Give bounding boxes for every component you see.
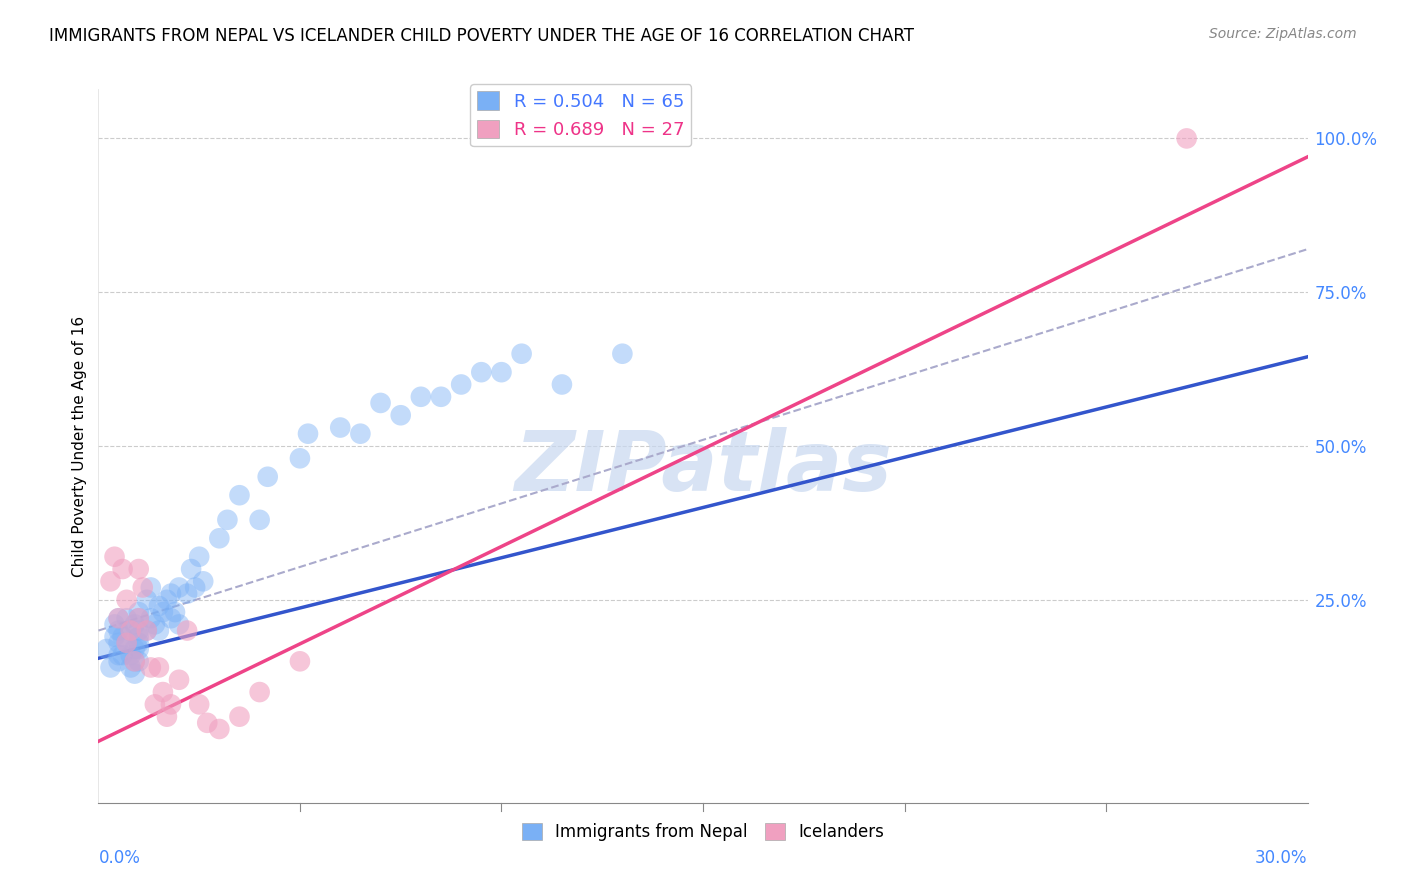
Point	[389, 409, 412, 423]
Point	[124, 617, 146, 632]
Point	[135, 624, 157, 638]
Legend: Immigrants from Nepal, Icelanders: Immigrants from Nepal, Icelanders	[516, 816, 890, 848]
Point	[288, 654, 311, 668]
Point	[100, 660, 122, 674]
Point	[152, 685, 174, 699]
Point	[128, 611, 150, 625]
Point	[103, 630, 125, 644]
Text: 0.0%: 0.0%	[98, 849, 141, 867]
Point	[111, 630, 134, 644]
Point	[135, 624, 157, 638]
Point	[188, 549, 211, 564]
Point	[107, 636, 129, 650]
Point	[103, 617, 125, 632]
Point	[115, 636, 138, 650]
Point	[128, 605, 150, 619]
Point	[124, 654, 146, 668]
Point	[128, 562, 150, 576]
Point	[180, 562, 202, 576]
Point	[297, 426, 319, 441]
Point	[349, 426, 371, 441]
Point	[612, 347, 634, 361]
Point	[128, 624, 150, 638]
Text: IMMIGRANTS FROM NEPAL VS ICELANDER CHILD POVERTY UNDER THE AGE OF 16 CORRELATION: IMMIGRANTS FROM NEPAL VS ICELANDER CHILD…	[49, 27, 914, 45]
Point	[132, 581, 155, 595]
Point	[184, 581, 207, 595]
Point	[139, 581, 162, 595]
Point	[124, 666, 146, 681]
Point	[107, 654, 129, 668]
Point	[128, 636, 150, 650]
Point	[107, 624, 129, 638]
Point	[139, 660, 162, 674]
Point	[148, 660, 170, 674]
Text: 30.0%: 30.0%	[1256, 849, 1308, 867]
Point	[551, 377, 574, 392]
Point	[152, 605, 174, 619]
Point	[124, 642, 146, 657]
Point	[176, 587, 198, 601]
Point	[115, 611, 138, 625]
Point	[217, 513, 239, 527]
Point	[510, 347, 533, 361]
Point	[107, 648, 129, 662]
Point	[128, 654, 150, 668]
Point	[370, 396, 392, 410]
Point	[115, 592, 138, 607]
Point	[107, 611, 129, 625]
Point	[143, 617, 166, 632]
Point	[148, 599, 170, 613]
Point	[329, 420, 352, 434]
Point	[100, 574, 122, 589]
Point	[249, 685, 271, 699]
Point	[167, 617, 190, 632]
Point	[143, 698, 166, 712]
Point	[256, 469, 278, 483]
Point	[228, 709, 250, 723]
Point	[115, 636, 138, 650]
Point	[450, 377, 472, 392]
Point	[111, 648, 134, 662]
Point	[167, 581, 190, 595]
Point	[208, 531, 231, 545]
Point	[409, 390, 432, 404]
Point	[128, 611, 150, 625]
Point	[288, 451, 311, 466]
Point	[124, 654, 146, 668]
Y-axis label: Child Poverty Under the Age of 16: Child Poverty Under the Age of 16	[72, 316, 87, 576]
Point	[128, 642, 150, 657]
Point	[228, 488, 250, 502]
Point	[135, 592, 157, 607]
Point	[96, 642, 118, 657]
Point	[176, 624, 198, 638]
Point	[120, 624, 142, 638]
Point	[167, 673, 190, 687]
Point	[195, 715, 218, 730]
Point	[128, 630, 150, 644]
Point	[107, 611, 129, 625]
Point	[160, 698, 183, 712]
Point	[120, 648, 142, 662]
Point	[163, 605, 186, 619]
Point	[111, 562, 134, 576]
Text: Source: ZipAtlas.com: Source: ZipAtlas.com	[1209, 27, 1357, 41]
Point	[470, 365, 492, 379]
Point	[1175, 131, 1198, 145]
Point	[160, 587, 183, 601]
Point	[139, 611, 162, 625]
Point	[188, 698, 211, 712]
Point	[120, 624, 142, 638]
Text: ZIPatlas: ZIPatlas	[515, 427, 891, 508]
Point	[430, 390, 453, 404]
Point	[103, 549, 125, 564]
Point	[193, 574, 215, 589]
Point	[160, 611, 183, 625]
Point	[249, 513, 271, 527]
Point	[120, 660, 142, 674]
Point	[148, 624, 170, 638]
Point	[156, 592, 179, 607]
Point	[491, 365, 513, 379]
Point	[156, 709, 179, 723]
Point	[208, 722, 231, 736]
